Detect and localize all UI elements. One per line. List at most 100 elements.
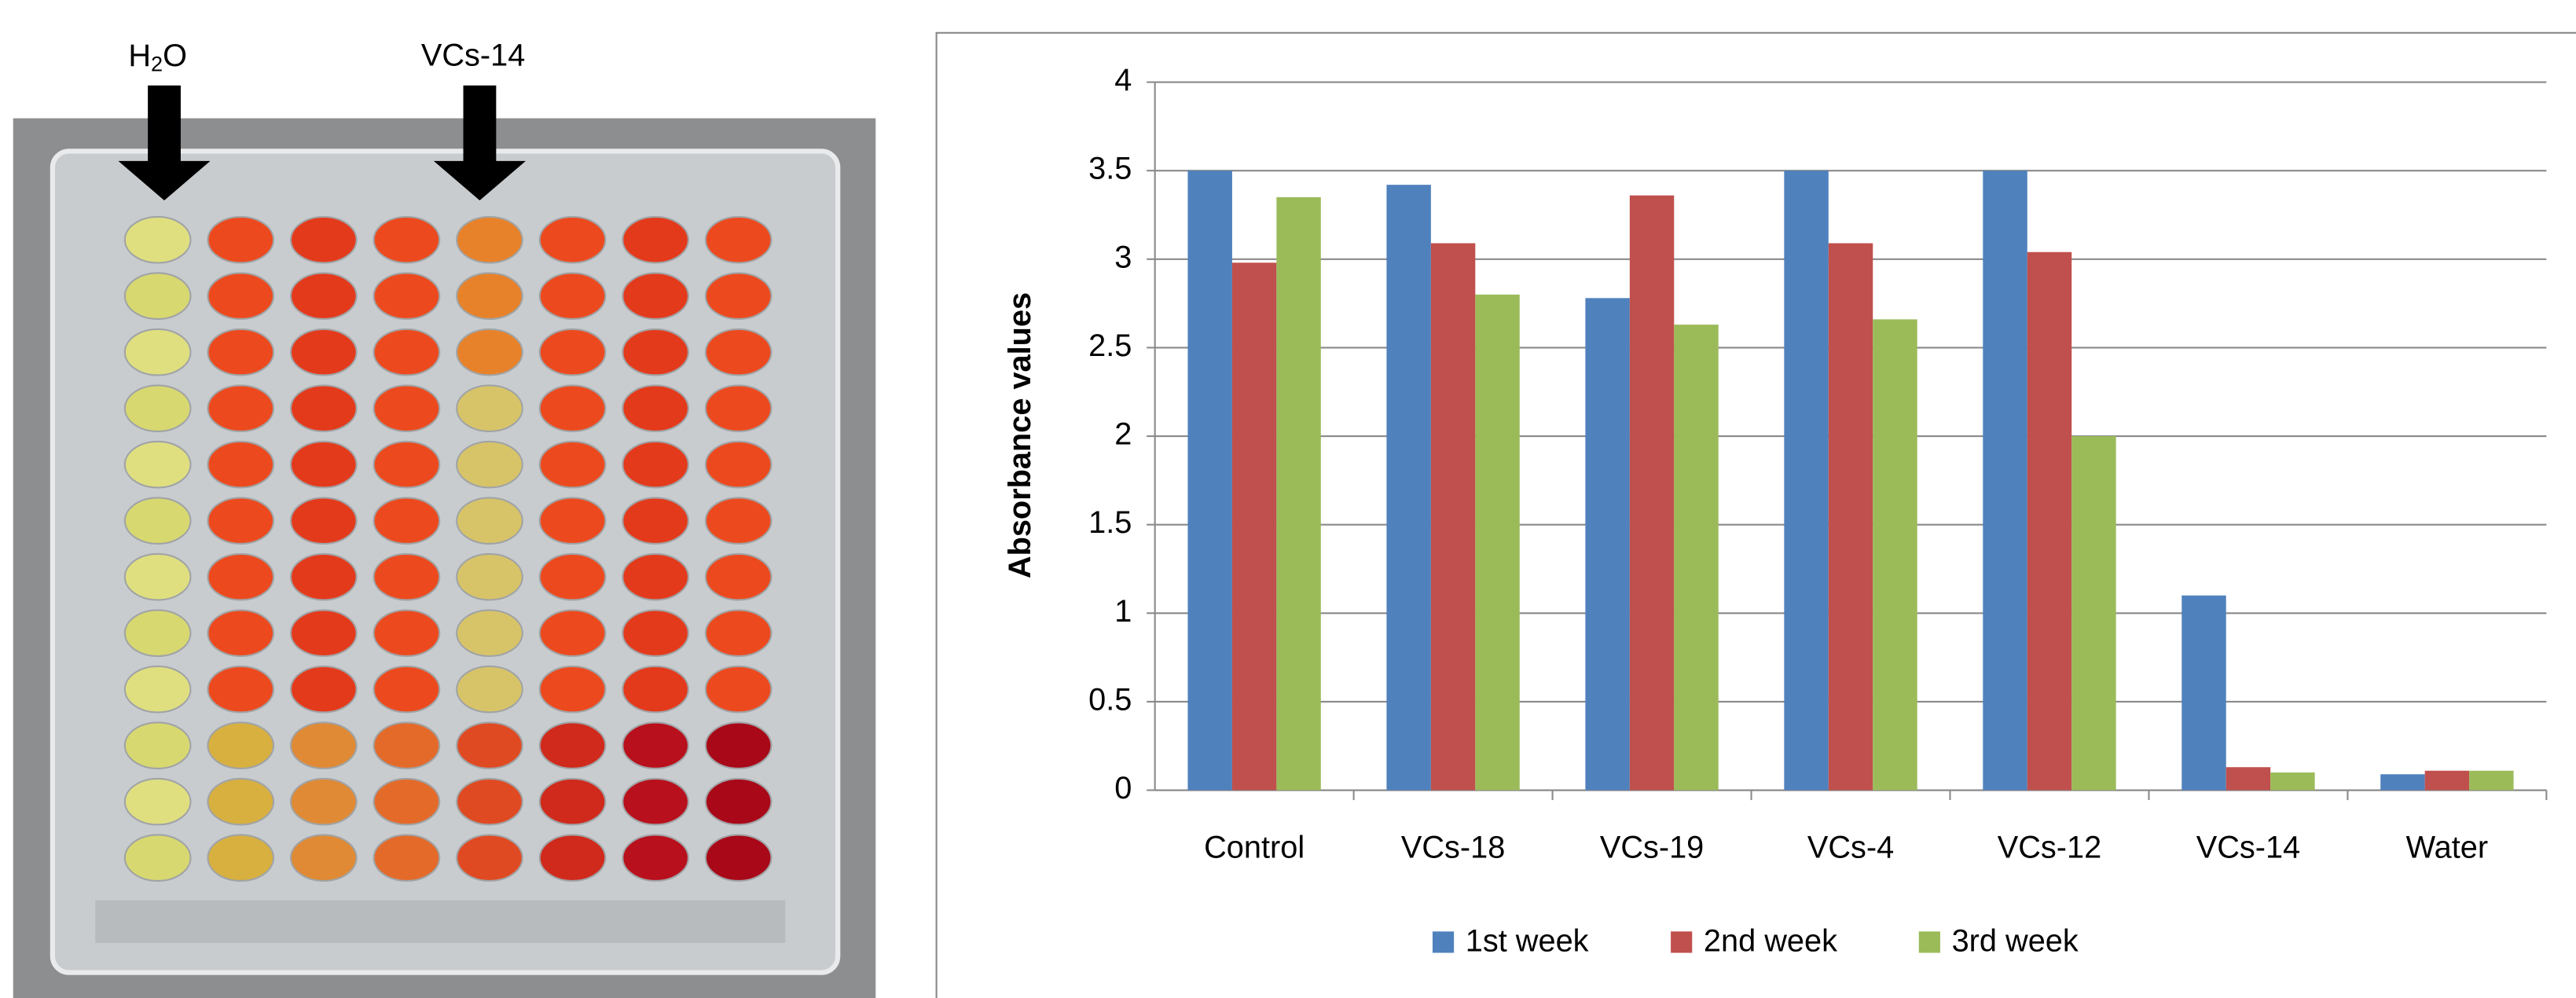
y-tick-label: 1 [1114,594,1132,629]
well [374,217,440,263]
well [291,666,357,713]
label-subscript: 2 [151,52,163,76]
well [622,329,688,376]
well [622,442,688,488]
bar [1431,244,1475,791]
well [457,666,523,713]
label-part: H [128,39,151,73]
figure: H2O VCs-14 00.511.522.533.54Absorbance v… [0,0,2576,998]
well [457,835,523,881]
well [622,779,688,825]
chart-frame [937,33,2576,998]
plate-photo [13,119,876,998]
page: {"photo_labels": {"water": ["H", "2", "O… [0,0,2576,998]
well [374,442,440,488]
x-tick-label: Control [1204,830,1305,864]
bar [2071,436,2115,791]
well [291,497,357,544]
well [540,329,606,376]
well [457,442,523,488]
well [374,385,440,431]
well [706,610,772,656]
x-tick-label: VCs-12 [1998,830,2101,864]
well [291,835,357,881]
well [457,217,523,263]
bar [1276,197,1320,791]
well [706,666,772,713]
well [291,779,357,825]
well [374,610,440,656]
x-tick-label: VCs-4 [1807,830,1894,864]
bar [2425,771,2469,791]
bar [1983,171,2027,790]
well [125,610,191,656]
y-tick-label: 2.5 [1088,328,1132,363]
well [622,554,688,600]
well [207,610,273,656]
well [207,273,273,319]
well [706,779,772,825]
well [706,217,772,263]
well [540,779,606,825]
y-tick-label: 4 [1114,63,1132,97]
well [207,217,273,263]
well [125,497,191,544]
well [125,835,191,881]
well [457,329,523,376]
well [540,217,606,263]
well [125,779,191,825]
well [540,273,606,319]
well [622,497,688,544]
x-tick-label: VCs-14 [2196,830,2300,864]
well [706,442,772,488]
well [125,554,191,600]
bar [1784,171,1828,790]
label-part: O [163,39,187,73]
y-tick-label: 1.5 [1088,505,1132,540]
well [125,329,191,376]
isolate-label: VCs-14 [421,39,525,73]
well [622,666,688,713]
well [706,554,772,600]
bar [2027,252,2071,791]
well [125,217,191,263]
water-label: H2O [128,39,187,76]
well [622,610,688,656]
well [207,779,273,825]
well [622,722,688,769]
y-tick-label: 0.5 [1088,682,1132,717]
well [291,273,357,319]
well [622,273,688,319]
well [291,217,357,263]
well [374,722,440,769]
well [207,666,273,713]
well [457,779,523,825]
bar [1630,196,1674,791]
well [374,666,440,713]
y-tick-label: 2 [1114,417,1132,452]
well [540,442,606,488]
y-tick-label: 3.5 [1088,152,1132,186]
well [706,835,772,881]
well [622,385,688,431]
well [207,554,273,600]
well [540,722,606,769]
well [125,273,191,319]
bar [1386,185,1430,790]
bar [2380,774,2424,790]
well [622,835,688,881]
y-axis-title: Absorbance values [1003,292,1037,578]
legend-label: 1st week [1466,923,1589,958]
well [540,666,606,713]
bar [1829,244,1873,791]
bar [2469,771,2513,791]
bar [2226,767,2270,790]
well [622,217,688,263]
legend-swatch [1919,931,1940,952]
well [125,722,191,769]
well [457,385,523,431]
bar [1674,325,1718,790]
well [207,442,273,488]
well [125,666,191,713]
bar [1232,262,1276,790]
